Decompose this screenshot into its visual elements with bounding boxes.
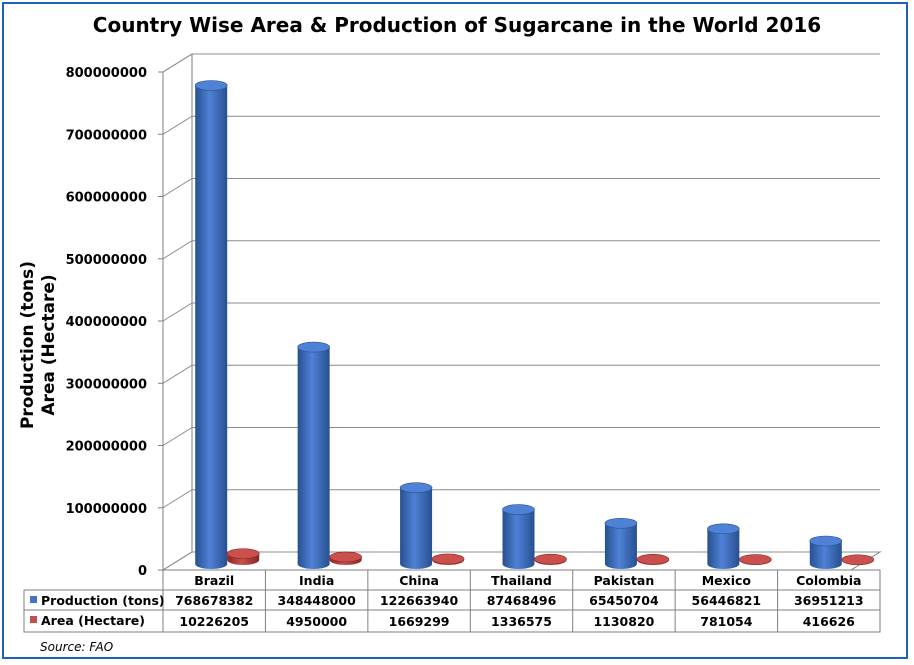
gridline [162, 364, 880, 384]
data-label-production: 36951213 [794, 593, 864, 608]
data-label-area: 4950000 [286, 614, 347, 629]
x-tick-label: Pakistan [594, 573, 655, 588]
y-tick-label: 100000000 [66, 502, 147, 517]
bar-area-colombia [841, 554, 875, 566]
legend-label-production: Production (tons) [41, 593, 165, 608]
bar-area-brazil [226, 548, 260, 565]
bar-area-india [329, 551, 362, 565]
gridlines [158, 53, 880, 571]
data-label-area: 10226205 [179, 614, 249, 629]
gridline [162, 551, 880, 571]
bar-production-india [297, 341, 330, 569]
bar-area-thailand [534, 553, 567, 565]
data-label-area: 1130820 [593, 614, 654, 629]
y-axis-label-line1: Production (tons) [18, 261, 38, 429]
bar-production-thailand [502, 504, 535, 569]
data-label-production: 768678382 [175, 593, 253, 608]
y-tick-label: 200000000 [66, 440, 147, 455]
data-label-production: 122663940 [380, 593, 459, 608]
x-tick-label: Colombia [796, 573, 861, 588]
legend-key-production [30, 596, 37, 603]
chart-frame [2, 2, 908, 659]
data-label-production: 87468496 [487, 593, 557, 608]
y-tick-label: 300000000 [66, 377, 147, 392]
data-label-area: 781054 [700, 614, 752, 629]
y-tick-label: 600000000 [66, 191, 147, 206]
data-label-area: 1669299 [389, 614, 450, 629]
x-tick-label: China [399, 573, 439, 588]
chart-title: Country Wise Area & Production of Sugarc… [93, 13, 821, 37]
y-tick-label: 0 [138, 564, 147, 579]
legend-key-area [30, 616, 37, 623]
gridline [162, 240, 880, 260]
data-label-area: 416626 [803, 614, 855, 629]
y-axis-ticks: 0 100000000 200000000 300000000 400000000 500… [66, 66, 147, 579]
bar-production-pakistan [604, 517, 638, 569]
table-body [23, 589, 881, 633]
x-tick-label: India [299, 573, 334, 588]
x-tick-label: Mexico [702, 573, 752, 588]
data-label-production: 65450704 [589, 593, 659, 608]
bar-area-china [431, 553, 465, 565]
y-tick-label: 700000000 [66, 128, 147, 143]
bar-area-mexico [739, 554, 772, 565]
y-tick-label: 800000000 [66, 66, 147, 81]
bar-production-colombia [809, 535, 843, 569]
bar-production-china [399, 482, 433, 569]
data-label-area: 1336575 [491, 614, 552, 629]
data-table: Brazil 768678382 10226205 India 348448000 495… [23, 569, 881, 633]
y-tick-label: 400000000 [66, 315, 147, 330]
gridline [162, 115, 880, 135]
gridline [162, 302, 880, 322]
y-axis-label-line2: Area (Hectare) [39, 274, 59, 415]
x-tick-label: Thailand [491, 573, 552, 588]
data-label-production: 348448000 [278, 593, 357, 608]
gridline [162, 178, 880, 197]
bar-area-pakistan [636, 553, 670, 565]
y-tick-label: 500000000 [66, 253, 147, 268]
chart-walls [161, 53, 882, 571]
bars [194, 80, 875, 569]
source-note: Source: FAO [40, 640, 113, 654]
data-label-production: 56446821 [692, 593, 762, 608]
legend-label-area: Area (Hectare) [41, 613, 145, 628]
x-tick-label: Brazil [194, 573, 234, 588]
bar-production-mexico [707, 523, 740, 569]
gridline [162, 489, 880, 509]
gridline [162, 53, 880, 73]
bar-production-brazil [194, 80, 228, 569]
gridline [162, 427, 880, 446]
